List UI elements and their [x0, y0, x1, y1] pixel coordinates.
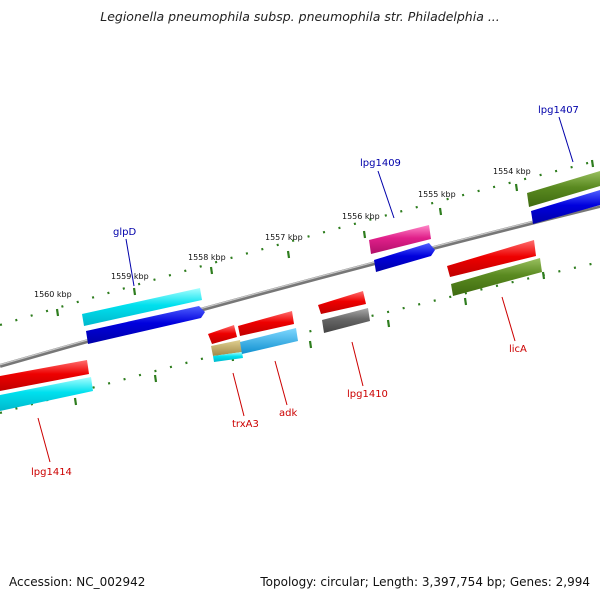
genome-summary-text: Topology: circular; Length: 3,397,754 bp…	[260, 575, 590, 589]
reverse-strand-genes	[0, 240, 542, 411]
gene-lpg1410[interactable]	[318, 291, 366, 314]
tick-labels: 1560 kbp 1559 kbp 1558 kbp 1557 kbp 1556…	[34, 167, 531, 299]
label-leaders	[37, 116, 574, 463]
outer-tick-arc	[0, 158, 600, 327]
gene-adk-band[interactable]	[240, 328, 298, 354]
genome-backbone	[0, 204, 600, 368]
tick-label-1555: 1555 kbp	[418, 190, 456, 199]
gene-lpg1407[interactable]	[531, 190, 600, 224]
gene-trxa3-band[interactable]	[211, 340, 242, 356]
forward-strand-genes	[82, 171, 600, 344]
accession-text: Accession: NC_002942	[9, 575, 146, 589]
gene-lpg1409-band[interactable]	[369, 225, 431, 254]
label-glpd[interactable]: glpD	[113, 227, 136, 238]
label-lpg1409[interactable]: lpg1409	[360, 158, 401, 169]
tick-label-1554: 1554 kbp	[493, 167, 531, 176]
tick-label-1558: 1558 kbp	[188, 253, 226, 262]
gene-trxa3-band-2[interactable]	[213, 352, 243, 362]
label-lpg1410[interactable]: lpg1410	[347, 389, 388, 400]
gene-labels-top: glpD lpg1409 lpg1407	[113, 105, 579, 238]
gene-cyan-glpd[interactable]	[82, 288, 202, 326]
gene-lpg1409[interactable]	[374, 243, 435, 272]
gene-lica[interactable]	[447, 240, 536, 277]
tick-label-1559: 1559 kbp	[111, 272, 149, 281]
label-lpg1414[interactable]: lpg1414	[31, 467, 72, 478]
label-lpg1407[interactable]: lpg1407	[538, 105, 579, 116]
genome-title: Legionella pneumophila subsp. pneumophil…	[100, 9, 500, 24]
tick-label-1556: 1556 kbp	[342, 212, 380, 221]
gene-adk[interactable]	[238, 311, 294, 336]
tick-label-1560: 1560 kbp	[34, 290, 72, 299]
gene-lpg1407-band[interactable]	[527, 171, 600, 207]
gene-trxa3[interactable]	[208, 325, 237, 344]
label-trxa3[interactable]: trxA3	[232, 419, 259, 430]
label-adk[interactable]: adk	[279, 408, 297, 419]
tick-label-1557: 1557 kbp	[265, 233, 303, 242]
gene-lpg1410-band[interactable]	[322, 308, 370, 333]
gene-labels-bottom: lpg1414 trxA3 adk lpg1410 licA	[31, 344, 527, 478]
label-lica[interactable]: licA	[509, 344, 527, 355]
major-ticks	[55, 159, 595, 406]
gene-lpg1414-band[interactable]	[0, 377, 93, 411]
gene-glpd[interactable]	[86, 306, 205, 344]
gene-lica-band[interactable]	[451, 258, 542, 296]
gene-lpg1414[interactable]	[0, 360, 89, 391]
